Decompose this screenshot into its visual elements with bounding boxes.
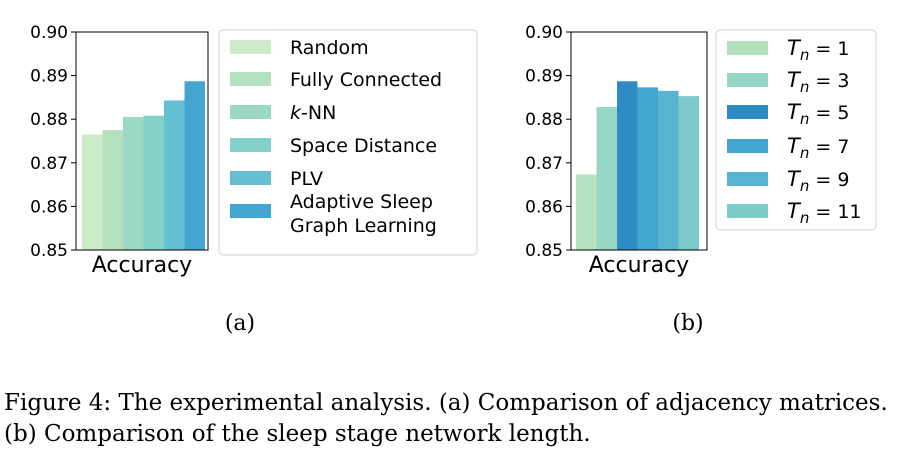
legend-swatch [230,171,271,185]
legend-label: Space Distance [290,135,437,157]
axes-frame [75,31,209,251]
legend-frame [218,29,478,256]
y-tick-label: 0.88 [30,110,68,130]
y-tick-label: 0.90 [30,23,68,43]
y-tick-label: 0.87 [30,154,68,174]
figure-caption: Figure 4: The experimental analysis. (a)… [4,390,888,447]
x-axis-label: Accuracy [92,253,192,278]
legend-label: Fully Connected [290,69,442,91]
bar-adaptive-sleep-graph-learning [184,81,205,250]
y-tick-label: 0.85 [30,241,68,261]
legend-swatch [727,105,768,119]
legend-swatch [230,72,271,86]
y-tick-label: 0.90 [525,23,563,43]
panel-label: (a) [225,311,255,336]
legend-label: k-NN [290,102,336,124]
legend-swatch [230,138,271,152]
x-axis-label: Accuracy [589,253,689,278]
y-tick-label: 0.86 [30,197,68,217]
legend-swatch [230,204,271,218]
legend-label: Tn = 7 [787,134,849,162]
legend-label: Tn = 11 [787,199,862,227]
legend-swatch [727,139,768,153]
legend-label: Tn = 3 [787,68,849,96]
legend: Random Fully Connected k-NN Space Distance P… [218,29,478,256]
legend-label: Tn = 9 [787,167,849,195]
legend: Tn = 1 Tn = 3 Tn = 5 Tn = 7 Tn = 9 Tn = 11 [715,29,877,231]
legend-label: Tn = 1 [787,36,849,64]
bar-tn-3 [596,106,617,250]
legend-swatch [727,41,768,55]
bar-random [82,134,103,250]
axes-frame [570,31,708,251]
y-tick-label: 0.89 [525,67,563,87]
legend-label: Tn = 5 [787,100,849,128]
bar-tn-5 [617,81,638,250]
bar-space-distance [143,115,164,250]
bar-plv [164,100,185,251]
legend-label: PLV [290,168,323,190]
y-tick-label: 0.87 [525,154,563,174]
legend-label: Adaptive Sleep Graph Learning [290,191,437,237]
chart-panel-a: 0.85 0.86 0.87 0.88 0.89 0.90 Accuracy Random Fu… [30,23,478,336]
bar-tn-9 [658,90,679,250]
panel-label: (b) [672,311,703,336]
bar-tn-7 [637,87,658,250]
bar-fully-connected [102,130,123,250]
bar-tn-11 [678,96,699,250]
legend-swatch [727,73,768,87]
bar-k-nn [123,117,144,251]
bar-tn-1 [576,174,597,250]
legend-label: Random [290,37,369,59]
legend-swatch [230,40,271,54]
legend-swatch [230,105,271,119]
y-tick-label: 0.85 [525,241,563,261]
legend-swatch [727,172,768,186]
figure-panels: 0.85 0.86 0.87 0.88 0.89 0.90 Accuracy Random Fu… [30,23,877,336]
legend-swatch [727,204,768,218]
y-tick-label: 0.88 [525,110,563,130]
y-tick-label: 0.86 [525,197,563,217]
y-tick-label: 0.89 [30,67,68,87]
